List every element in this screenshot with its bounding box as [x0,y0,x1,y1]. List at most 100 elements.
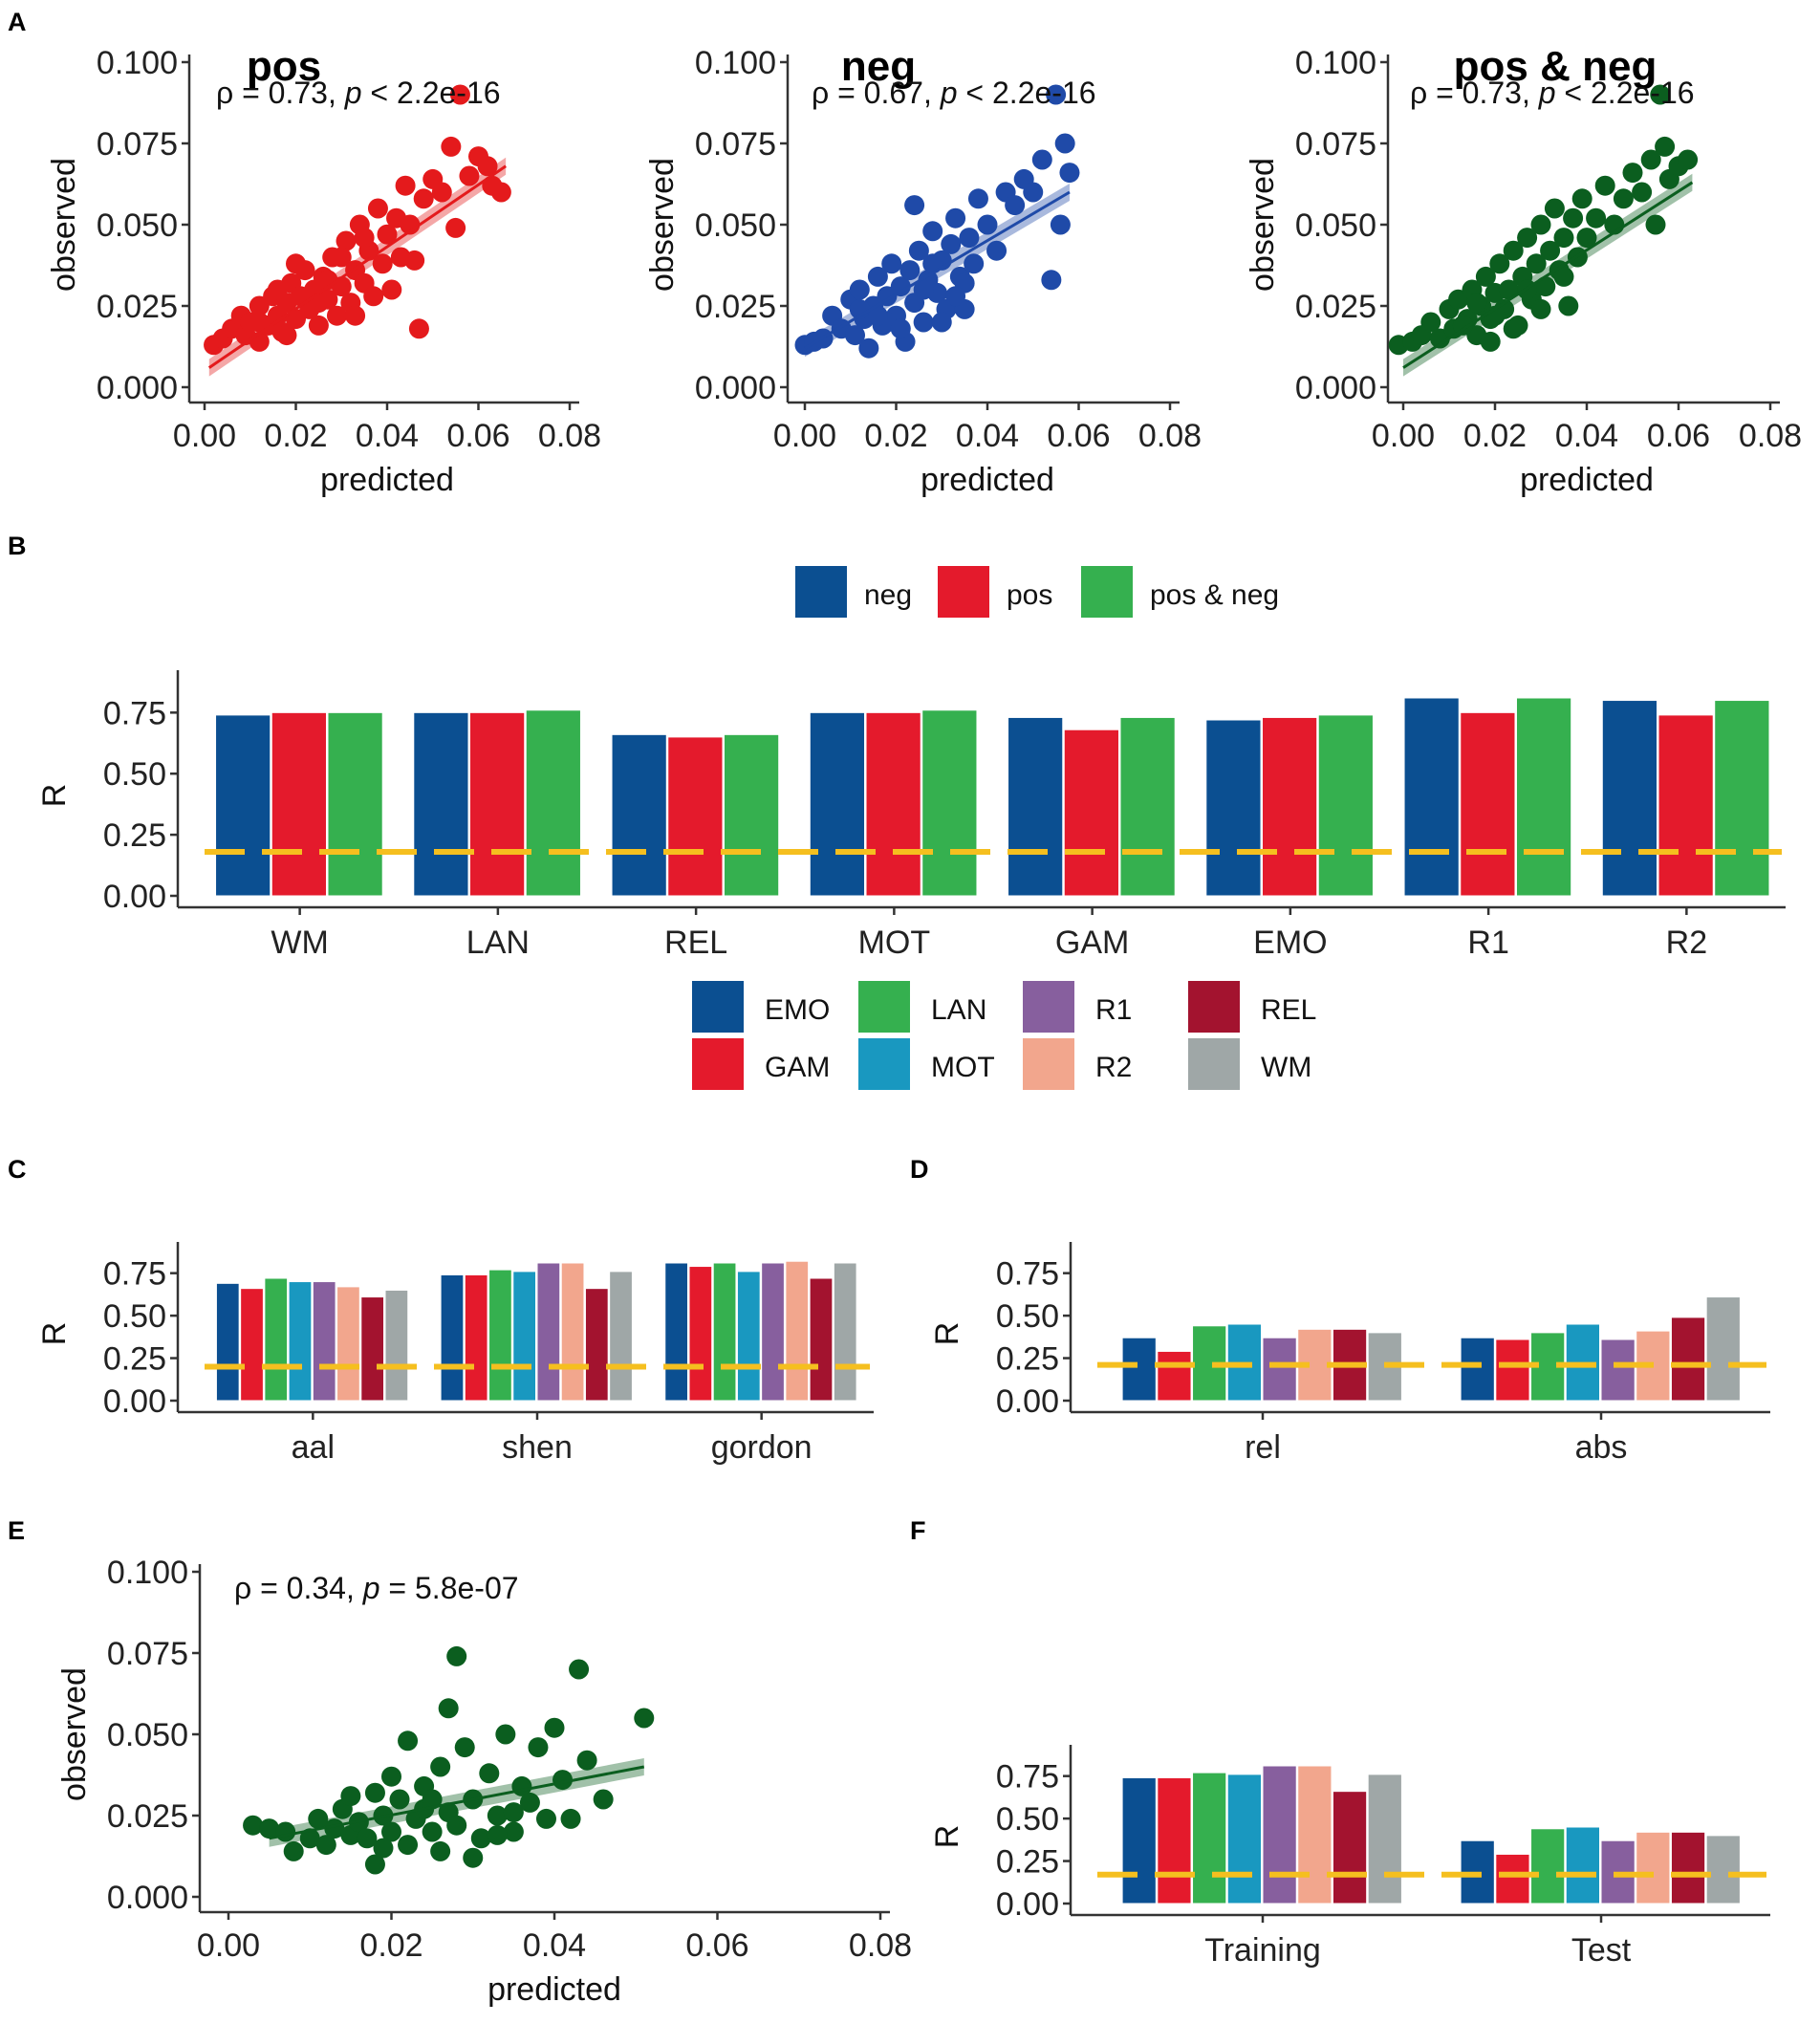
data-point [1498,279,1519,300]
bar-r1-gordon [761,1262,785,1402]
data-point [1054,133,1075,154]
bar-emo-abs [1460,1337,1495,1402]
bar-pos-neg-r1 [1515,697,1572,897]
data-point [552,1770,574,1791]
legend-label: GAM [765,1052,830,1083]
bar-panel-train-test: 0.00 0.25 0.50 0.75 R Training Test [929,1745,1770,1969]
data-point [1622,163,1643,184]
data-point [941,233,962,254]
bar-pos-rel [667,736,724,897]
fit-line [1402,181,1694,369]
y-tick-label: 0.000 [97,370,178,406]
bar-mot-training [1226,1774,1262,1904]
data-point [408,318,429,339]
y-tick-label: 0.000 [695,370,776,406]
data-point [858,337,879,359]
data-point [283,1840,304,1861]
data-point [364,1782,385,1803]
y-tick-label: 0.050 [1295,207,1376,244]
data-point [544,1717,565,1738]
bar-pos-neg-gam [1119,716,1176,897]
data-point [299,1828,320,1849]
data-point [308,293,329,314]
bar-gam-shen [464,1273,488,1402]
plot-title: pos & neg [1454,43,1658,90]
bar-r2-training [1297,1765,1332,1904]
data-point [249,312,270,333]
y-tick-label: 0.050 [97,207,178,244]
data-point [913,312,934,333]
data-point [431,182,452,203]
data-point [1503,240,1524,261]
data-point [276,325,297,346]
bar-lan-shen [488,1269,512,1402]
data-point [400,214,421,235]
bar-wm-shen [609,1271,633,1402]
data-point [340,1786,361,1807]
data-point [1553,228,1574,249]
data-point [1645,214,1666,235]
bar-pos-neg-emo [1317,714,1374,897]
plot-title: pos [247,43,321,90]
bar-neg-emo [1205,719,1262,897]
x-tick-label: Training [1204,1932,1321,1969]
data-point [336,230,357,251]
bar-emo-training [1121,1776,1157,1904]
y-tick-label: 0.100 [1295,45,1376,81]
legend-swatch-mot [858,1038,910,1090]
data-point [286,253,306,274]
x-tick-label: gordon [711,1429,812,1466]
legend-swatch-lan [858,981,910,1033]
data-point [904,195,925,216]
p-value-text: < 2.2e-16 [1556,76,1695,110]
data-point [959,228,980,249]
fit-line [207,164,507,369]
bar-pos-mot [865,711,921,897]
y-tick-label: 0.50 [996,1298,1059,1335]
bar-neg-lan [413,711,469,897]
task-legend: EMO LAN R1 REL GAM MOT R2 WM [692,981,1316,1090]
bar-gam-rel [1157,1350,1192,1402]
legend-swatch-emo [692,981,744,1033]
data-point [389,1789,410,1810]
y-tick-label: 0.75 [103,695,166,731]
data-point [487,1805,508,1826]
data-point [1420,312,1441,333]
bar-pos-neg-r2 [1714,700,1770,897]
data-point [381,279,402,300]
x-tick-label: 0.00 [197,1927,260,1964]
x-tick-label: 0.02 [264,418,327,454]
legend-label: LAN [931,994,986,1026]
bar-r1-aal [312,1281,336,1402]
legend-swatch-gam [692,1038,744,1090]
x-tick-label: WM [271,925,328,961]
data-point [1571,188,1592,209]
y-tick-label: 0.25 [996,1844,1059,1881]
data-point [1540,240,1561,261]
y-axis-title: R [929,1825,965,1849]
x-tick-label: 0.06 [1047,418,1110,454]
data-point [945,207,966,229]
bar-pos-neg-rel [723,733,780,897]
x-tick-label: shen [502,1429,573,1466]
bar-r1-shen [536,1262,561,1402]
y-tick-label: 0.50 [996,1801,1059,1838]
bar-wm-training [1367,1774,1402,1904]
legend-swatch-wm [1188,1038,1240,1090]
bar-r1-abs [1600,1338,1636,1402]
data-point [315,1835,336,1856]
data-point [967,188,988,209]
x-tick-label: R2 [1666,925,1707,961]
data-point [243,1815,264,1836]
y-tick-label: 0.050 [107,1717,188,1753]
data-point [1517,228,1538,249]
data-point [1530,214,1551,235]
data-point [899,260,921,281]
x-tick-label: 0.02 [359,1927,422,1964]
x-tick-label: GAM [1055,925,1129,961]
p-symbol: p [362,1571,380,1605]
bar-pos-r1 [1460,711,1516,897]
bar-r2-shen [560,1262,585,1402]
bar-mot-test [1565,1826,1600,1904]
